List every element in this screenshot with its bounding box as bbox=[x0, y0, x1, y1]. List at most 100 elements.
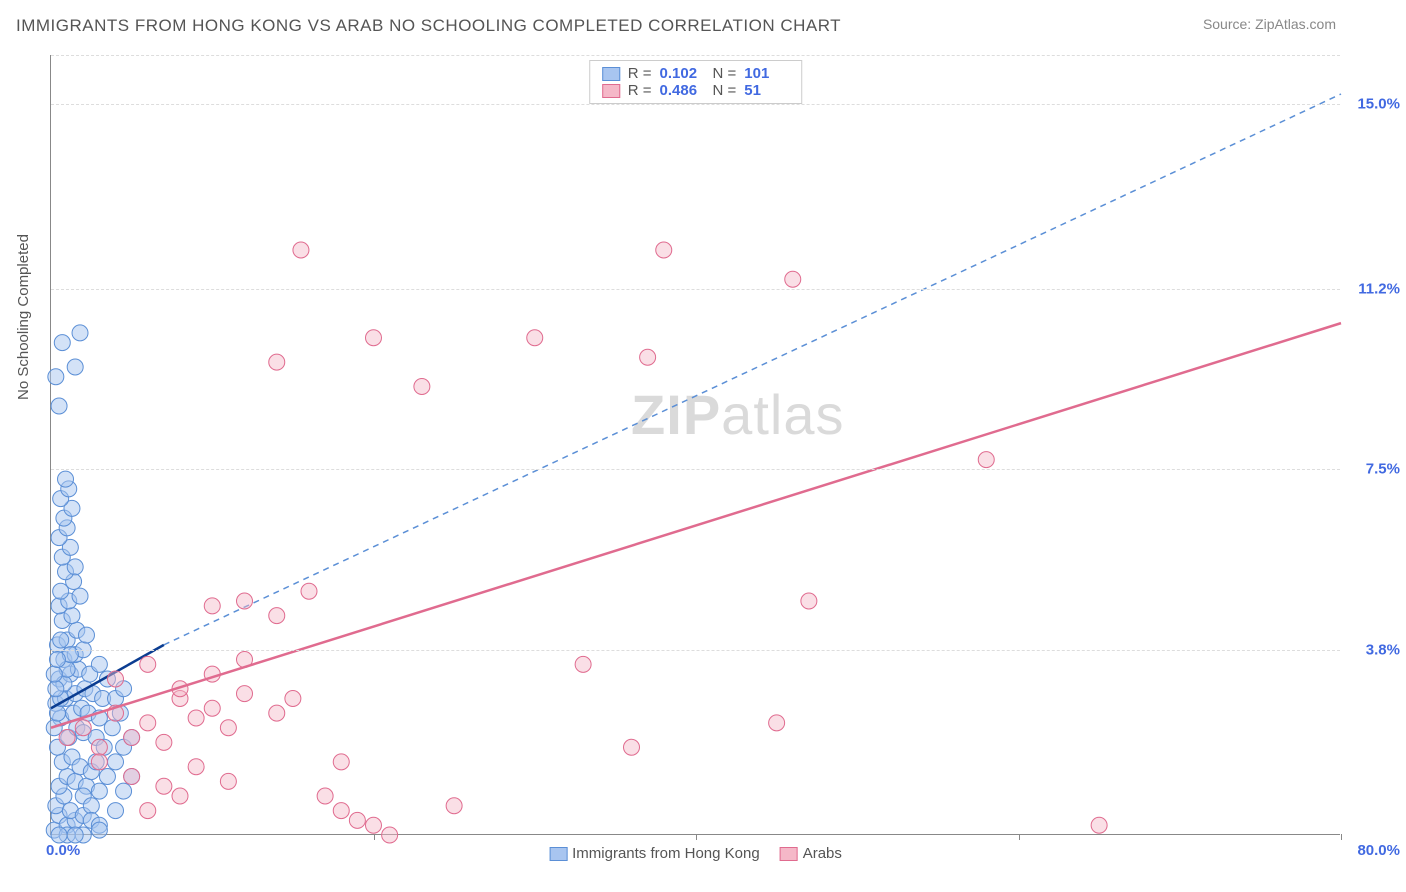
legend-r-label: R = bbox=[628, 65, 652, 82]
data-point bbox=[54, 335, 70, 351]
data-point bbox=[333, 803, 349, 819]
data-point bbox=[188, 710, 204, 726]
x-tick bbox=[1341, 834, 1342, 840]
data-point bbox=[124, 730, 140, 746]
data-point bbox=[72, 588, 88, 604]
x-tick bbox=[696, 834, 697, 840]
data-point bbox=[104, 720, 120, 736]
series-legend-label: Arabs bbox=[803, 845, 842, 862]
legend-swatch bbox=[780, 847, 798, 861]
data-point bbox=[978, 452, 994, 468]
data-point bbox=[91, 739, 107, 755]
data-point bbox=[108, 671, 124, 687]
data-point bbox=[46, 666, 62, 682]
data-point bbox=[301, 583, 317, 599]
data-point bbox=[156, 734, 172, 750]
data-point bbox=[140, 656, 156, 672]
legend-row: R =0.102N =101 bbox=[602, 65, 790, 82]
x-tick bbox=[1019, 834, 1020, 840]
data-point bbox=[269, 705, 285, 721]
data-point bbox=[78, 627, 94, 643]
data-point bbox=[156, 778, 172, 794]
source-attribution: Source: ZipAtlas.com bbox=[1203, 16, 1336, 32]
data-point bbox=[172, 788, 188, 804]
data-point bbox=[116, 783, 132, 799]
trend-line-extrapolated bbox=[164, 94, 1341, 645]
data-point bbox=[414, 379, 430, 395]
data-point bbox=[656, 242, 672, 258]
data-point bbox=[58, 471, 74, 487]
data-point bbox=[48, 681, 64, 697]
data-point bbox=[91, 783, 107, 799]
data-point bbox=[640, 349, 656, 365]
gridline bbox=[51, 469, 1340, 470]
y-tick-label: 3.8% bbox=[1366, 641, 1400, 658]
data-point bbox=[204, 700, 220, 716]
data-point bbox=[333, 754, 349, 770]
trend-line bbox=[51, 323, 1341, 728]
data-point bbox=[59, 730, 75, 746]
data-point bbox=[67, 359, 83, 375]
correlation-legend: R =0.102N =101R = 0.486 N = 51 bbox=[589, 60, 803, 104]
legend-n-label: N = bbox=[713, 82, 737, 99]
data-point bbox=[91, 754, 107, 770]
data-point bbox=[48, 369, 64, 385]
data-point bbox=[366, 330, 382, 346]
data-point bbox=[801, 593, 817, 609]
y-axis-label: No Schooling Completed bbox=[15, 234, 32, 400]
gridline bbox=[51, 289, 1340, 290]
legend-r-value: 0.486 bbox=[660, 82, 705, 99]
data-point bbox=[769, 715, 785, 731]
data-point bbox=[220, 720, 236, 736]
data-point bbox=[53, 632, 69, 648]
x-axis-min-label: 0.0% bbox=[46, 842, 80, 859]
y-tick-label: 11.2% bbox=[1358, 281, 1400, 298]
data-point bbox=[67, 827, 83, 843]
data-point bbox=[575, 656, 591, 672]
data-point bbox=[446, 798, 462, 814]
data-point bbox=[1091, 817, 1107, 833]
data-point bbox=[108, 754, 124, 770]
data-point bbox=[124, 769, 140, 785]
data-point bbox=[269, 354, 285, 370]
gridline bbox=[51, 104, 1340, 105]
data-point bbox=[220, 773, 236, 789]
series-legend-label: Immigrants from Hong Kong bbox=[572, 845, 760, 862]
chart-title: IMMIGRANTS FROM HONG KONG VS ARAB NO SCH… bbox=[16, 16, 841, 36]
y-tick-label: 15.0% bbox=[1357, 95, 1400, 112]
chart-svg bbox=[51, 55, 1340, 834]
series-legend: Immigrants from Hong Kong Arabs bbox=[549, 845, 842, 862]
legend-swatch bbox=[602, 84, 620, 98]
legend-n-value: 51 bbox=[744, 82, 789, 99]
data-point bbox=[293, 242, 309, 258]
data-point bbox=[382, 827, 398, 843]
gridline bbox=[51, 650, 1340, 651]
data-point bbox=[624, 739, 640, 755]
data-point bbox=[108, 803, 124, 819]
data-point bbox=[237, 593, 253, 609]
data-point bbox=[349, 812, 365, 828]
legend-swatch bbox=[602, 67, 620, 81]
legend-n-value: 101 bbox=[744, 65, 789, 82]
data-point bbox=[269, 608, 285, 624]
data-point bbox=[140, 715, 156, 731]
data-point bbox=[237, 686, 253, 702]
y-tick-label: 7.5% bbox=[1366, 461, 1400, 478]
data-point bbox=[188, 759, 204, 775]
series-legend-item: Arabs bbox=[780, 845, 842, 862]
data-point bbox=[72, 325, 88, 341]
data-point bbox=[140, 803, 156, 819]
x-tick bbox=[374, 834, 375, 840]
series-legend-item: Immigrants from Hong Kong bbox=[549, 845, 760, 862]
data-point bbox=[75, 720, 91, 736]
data-point bbox=[51, 398, 67, 414]
legend-row: R =0.486N =51 bbox=[602, 82, 790, 99]
data-point bbox=[366, 817, 382, 833]
data-point bbox=[317, 788, 333, 804]
data-point bbox=[91, 656, 107, 672]
data-point bbox=[51, 827, 67, 843]
data-point bbox=[204, 598, 220, 614]
data-point bbox=[527, 330, 543, 346]
data-point bbox=[99, 769, 115, 785]
legend-swatch bbox=[549, 847, 567, 861]
